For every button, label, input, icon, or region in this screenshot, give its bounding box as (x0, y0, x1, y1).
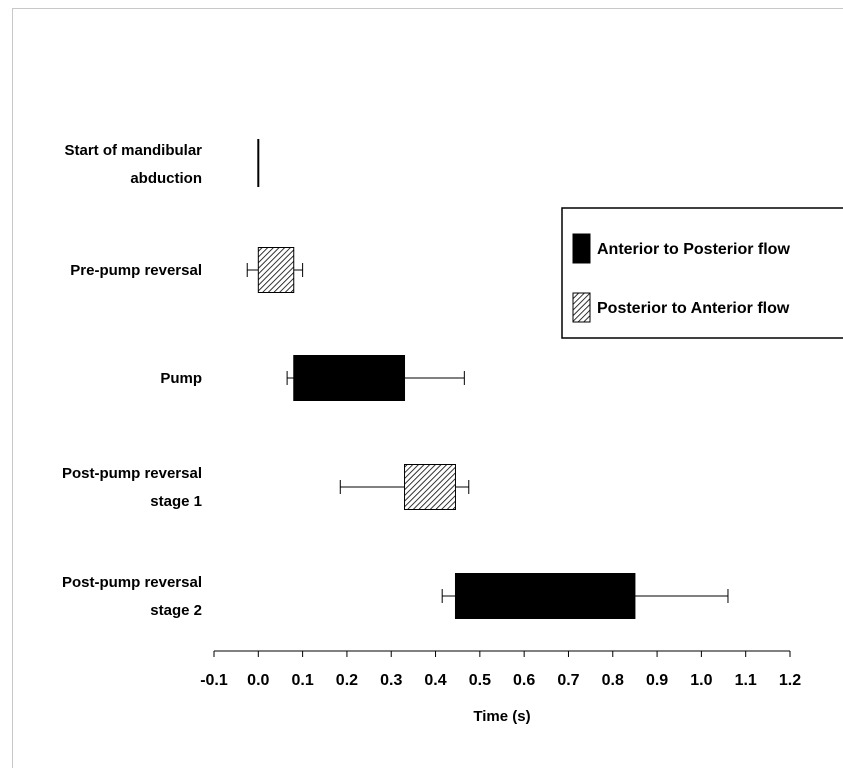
x-axis-title: Time (s) (473, 708, 530, 725)
x-tick-label: 1.0 (690, 672, 712, 689)
category-label: abduction (130, 170, 202, 187)
bar-anterior-to-posterior (293, 355, 406, 401)
x-tick-label: 0.0 (247, 672, 269, 689)
x-tick-label: 0.9 (646, 672, 668, 689)
x-tick-label: 1.1 (735, 672, 757, 689)
x-tick-label: 1.2 (779, 672, 801, 689)
category-label: Pump (160, 370, 202, 387)
x-tick-label: 0.4 (424, 672, 446, 689)
category-labels: Start of mandibular abduction Pre-pump rev… (62, 142, 202, 619)
x-tick-label: 0.6 (513, 672, 535, 689)
bar-posterior-to-anterior (404, 464, 456, 510)
legend-swatch-anterior-to-posterior (572, 233, 591, 264)
category-label: stage 1 (150, 493, 202, 510)
category-label: stage 2 (150, 602, 202, 619)
category-label: Start of mandibular (64, 142, 202, 159)
x-tick-label: 0.3 (380, 672, 402, 689)
legend: Anterior to Posterior flow Posterior to A… (561, 207, 843, 339)
x-tick-label: 0.5 (469, 672, 491, 689)
legend-box (561, 207, 843, 339)
bar-anterior-to-posterior (454, 573, 636, 619)
legend-label: Posterior to Anterior flow (597, 300, 790, 317)
category-label: Post-pump reversal (62, 574, 202, 591)
x-tick-label: 0.2 (336, 672, 358, 689)
bar-posterior-to-anterior (257, 247, 295, 293)
chart-frame (12, 8, 843, 768)
category-label: Pre-pump reversal (70, 262, 202, 279)
category-label: Post-pump reversal (62, 465, 202, 482)
x-axis: -0.1 0.0 0.1 0.2 0.3 0.4 0.5 0.6 0.7 0.8 0.9 1.0 1.1… (200, 650, 801, 689)
x-tick-label: 0.1 (291, 672, 313, 689)
x-tick-label: 0.7 (557, 672, 579, 689)
plot-area (246, 139, 729, 619)
x-tick-label: -0.1 (200, 672, 228, 689)
legend-swatch-posterior-to-anterior (572, 292, 591, 323)
x-tick-label: 0.8 (602, 672, 624, 689)
legend-label: Anterior to Posterior flow (597, 241, 790, 258)
